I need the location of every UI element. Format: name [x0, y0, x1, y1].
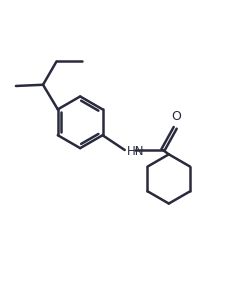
Text: O: O [172, 110, 181, 124]
Text: HN: HN [126, 145, 144, 158]
